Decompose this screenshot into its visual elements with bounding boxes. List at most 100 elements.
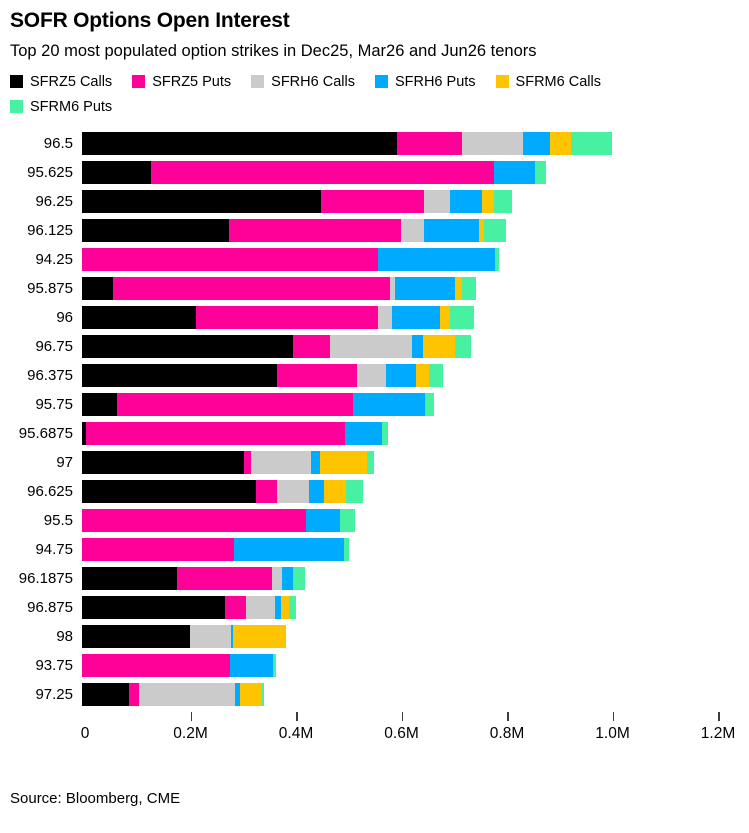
legend-swatch-sfrz5-puts — [132, 75, 146, 89]
strike-label: 93.75 — [35, 656, 73, 674]
bar-segment-sfrz5-puts — [82, 247, 378, 271]
bar-segment-sfrz5-puts — [86, 421, 346, 445]
chart-row: 97.25 — [10, 680, 739, 709]
bar-segment-sfrh6-calls — [377, 305, 393, 329]
bar-segment-sfrm6-calls — [440, 305, 451, 329]
legend-label: SFRZ5 Puts — [152, 73, 232, 90]
bar-segment-sfrh6-calls — [390, 276, 395, 300]
bar-track — [82, 392, 715, 416]
bar-segment-sfrz5-calls — [82, 363, 278, 387]
bar-segment-sfrh6-puts — [386, 363, 417, 387]
legend-item-sfrz5-puts: SFRZ5 Puts — [132, 72, 231, 92]
bar-segment-sfrm6-puts — [288, 595, 296, 619]
bar-segment-sfrh6-puts — [230, 653, 273, 677]
bar-track — [82, 450, 715, 474]
bar-segment-sfrm6-calls — [479, 218, 484, 242]
legend-item-sfrm6-puts: SFRM6 Puts — [10, 97, 112, 117]
bar-segment-sfrz5-calls — [82, 305, 196, 329]
bar-segment-sfrz5-puts — [177, 566, 272, 590]
bar-segment-sfrh6-puts — [309, 479, 324, 503]
bar-segment-sfrz5-puts — [243, 450, 251, 474]
bar-segment-sfrm6-puts — [272, 653, 276, 677]
bar-segment-sfrh6-puts — [234, 537, 344, 561]
strike-label: 96.125 — [27, 221, 73, 239]
legend-item-sfrh6-puts: SFRH6 Puts — [374, 72, 476, 92]
chart-row: 95.625 — [10, 158, 739, 187]
chart-row: 95.875 — [10, 274, 739, 303]
bar-segment-sfrz5-puts — [195, 305, 378, 329]
x-tick-label: 0 — [80, 724, 90, 742]
bar-segment-sfrz5-puts — [117, 392, 353, 416]
bar-segment-sfrz5-puts — [151, 160, 494, 184]
x-tick-label: 0.8M — [489, 724, 525, 742]
legend-item-sfrm6-calls: SFRM6 Calls — [495, 72, 601, 92]
x-tick-label: 0.4M — [278, 724, 314, 742]
chart-title: SOFR Options Open Interest — [10, 9, 290, 32]
bar-segment-sfrm6-puts — [345, 479, 363, 503]
bar-segment-sfrz5-calls — [82, 334, 293, 358]
chart-row: 96 — [10, 303, 739, 332]
bar-segment-sfrz5-calls — [82, 131, 397, 155]
chart-row: 94.75 — [10, 535, 739, 564]
legend-label: SFRH6 Puts — [394, 73, 476, 90]
bar-track — [82, 682, 715, 706]
bar-track — [82, 247, 715, 271]
strike-label: 95.875 — [27, 279, 73, 297]
bar-track — [82, 363, 715, 387]
bar-segment-sfrm6-puts — [461, 276, 476, 300]
legend-swatch-sfrm6-puts — [10, 100, 23, 114]
chart-row: 96.5 — [10, 129, 739, 158]
bar-segment-sfrm6-puts — [339, 508, 355, 532]
bar-segment-sfrm6-calls — [549, 131, 571, 155]
bar-segment-sfrz5-calls — [82, 218, 230, 242]
strike-label: 95.625 — [27, 163, 73, 181]
bar-segment-sfrh6-puts — [345, 421, 383, 445]
bar-segment-sfrz5-calls — [82, 160, 152, 184]
strike-label: 96 — [56, 308, 73, 326]
bar-segment-sfrh6-calls — [277, 479, 310, 503]
bar-segment-sfrm6-puts — [570, 131, 613, 155]
bar-segment-sfrz5-puts — [129, 682, 140, 706]
bar-segment-sfrm6-calls — [481, 189, 494, 213]
chart-row: 95.75 — [10, 390, 739, 419]
strike-label: 96.5 — [43, 134, 73, 152]
bar-segment-sfrm6-calls — [233, 624, 286, 648]
bar-track — [82, 276, 715, 300]
bar-segment-sfrz5-puts — [256, 479, 278, 503]
x-tick-mark — [507, 711, 509, 721]
bar-segment-sfrz5-calls — [82, 624, 191, 648]
chart-row: 96.625 — [10, 477, 739, 506]
strike-label: 96.25 — [35, 192, 73, 210]
chart-row: 96.125 — [10, 216, 739, 245]
bar-segment-sfrz5-calls — [82, 479, 257, 503]
bar-segment-sfrm6-puts — [454, 334, 471, 358]
bar-segment-sfrm6-puts — [424, 392, 434, 416]
bar-segment-sfrm6-calls — [454, 276, 462, 300]
bar-segment-sfrz5-puts — [82, 653, 231, 677]
bar-segment-sfrh6-calls — [423, 189, 450, 213]
bar-segment-sfrh6-puts — [377, 247, 496, 271]
x-tick-mark — [190, 711, 192, 721]
bar-segment-sfrh6-puts — [392, 305, 441, 329]
bar-segment-sfrh6-puts — [522, 131, 550, 155]
chart-row: 96.1875 — [10, 564, 739, 593]
bar-track — [82, 508, 715, 532]
bar-segment-sfrh6-calls — [246, 595, 276, 619]
x-tick-mark — [612, 711, 614, 721]
bar-segment-sfrh6-puts — [231, 624, 234, 648]
bar-segment-sfrm6-puts — [483, 218, 507, 242]
legend-item-sfrz5-calls: SFRZ5 Calls — [10, 72, 112, 92]
bar-segment-sfrm6-puts — [343, 537, 350, 561]
bar-segment-sfrz5-puts — [224, 595, 247, 619]
bar-segment-sfrm6-puts — [495, 247, 500, 271]
bar-segment-sfrm6-puts — [535, 160, 546, 184]
legend-label: SFRM6 Puts — [30, 98, 113, 115]
bar-track — [82, 566, 715, 590]
legend-label: SFRZ5 Calls — [30, 73, 113, 90]
bar-segment-sfrh6-calls — [250, 450, 311, 474]
bar-segment-sfrh6-puts — [282, 566, 293, 590]
strike-label: 95.75 — [35, 395, 73, 413]
bar-segment-sfrm6-puts — [366, 450, 374, 474]
bar-segment-sfrz5-calls — [82, 566, 178, 590]
bar-segment-sfrz5-calls — [82, 450, 244, 474]
